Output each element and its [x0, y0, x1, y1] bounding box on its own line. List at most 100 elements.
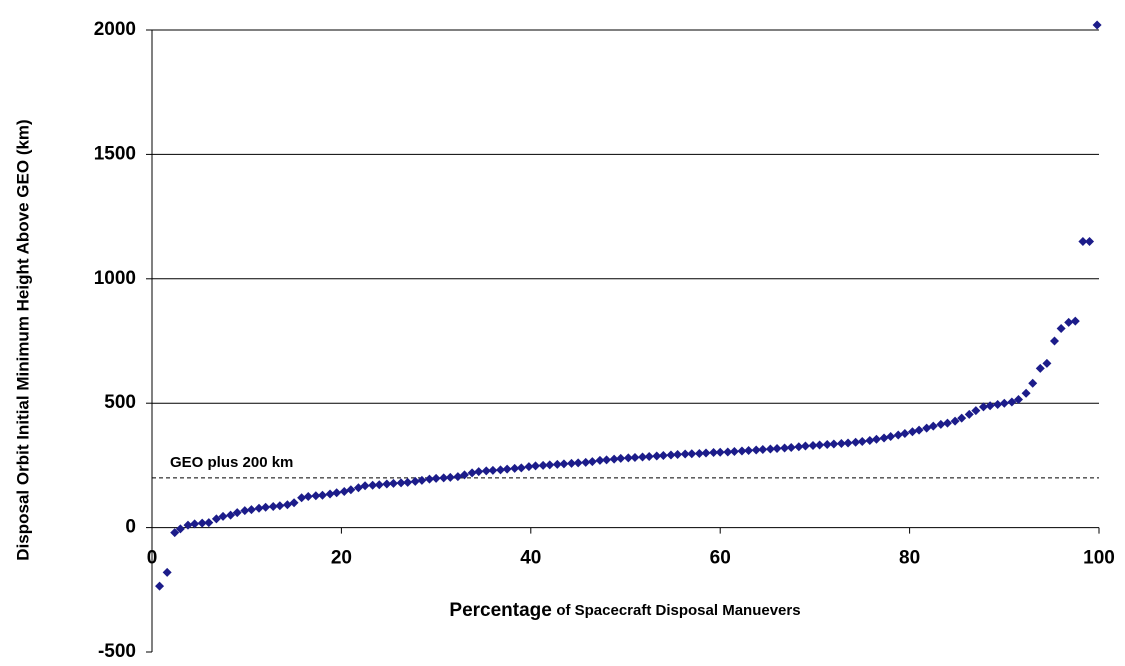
- data-point: [851, 437, 861, 447]
- data-point: [865, 436, 875, 446]
- data-point: [190, 519, 200, 529]
- data-point: [950, 416, 960, 426]
- data-point: [495, 465, 505, 475]
- y-tick-label: 0: [125, 517, 136, 538]
- x-tick-label: 80: [899, 548, 920, 569]
- data-point: [1007, 397, 1017, 407]
- data-point: [439, 473, 449, 483]
- y-tick-label: -500: [98, 641, 136, 662]
- data-point: [737, 446, 747, 456]
- data-point: [170, 528, 180, 538]
- data-point: [155, 581, 165, 591]
- data-point: [786, 442, 796, 452]
- data-point: [474, 467, 484, 477]
- x-tick-label: 20: [331, 548, 352, 569]
- y-tick-label: 1500: [94, 143, 136, 164]
- data-point: [715, 447, 725, 457]
- data-point: [581, 457, 591, 467]
- data-point: [431, 473, 441, 483]
- data-point: [1021, 388, 1031, 398]
- data-point: [1042, 358, 1052, 368]
- data-point: [317, 490, 327, 500]
- data-point: [382, 479, 392, 489]
- x-tick-label: 60: [710, 548, 731, 569]
- data-point: [957, 413, 967, 423]
- data-point: [623, 453, 633, 463]
- data-point: [325, 489, 335, 499]
- data-point: [808, 440, 818, 450]
- data-point: [424, 474, 434, 484]
- data-point: [246, 505, 256, 515]
- data-point: [254, 503, 264, 513]
- data-point: [836, 439, 846, 449]
- x-axis-label-main: Percentage: [449, 600, 551, 621]
- data-point: [360, 481, 370, 491]
- data-point: [531, 461, 541, 471]
- data-point: [673, 449, 683, 459]
- data-point: [353, 483, 363, 493]
- data-point: [573, 458, 583, 468]
- data-point: [268, 501, 278, 511]
- data-point: [751, 445, 761, 455]
- data-point: [226, 510, 236, 520]
- data-point: [744, 445, 754, 455]
- data-point: [311, 491, 321, 501]
- data-point: [936, 419, 946, 429]
- data-point: [644, 451, 654, 461]
- data-point: [410, 476, 420, 486]
- data-point: [993, 399, 1003, 409]
- data-point: [971, 406, 981, 416]
- data-point: [829, 439, 839, 449]
- data-point: [1028, 378, 1038, 388]
- data-point: [928, 421, 938, 431]
- data-point: [758, 444, 768, 454]
- data-point: [332, 488, 342, 498]
- data-point: [587, 457, 597, 467]
- y-tick-label: 2000: [94, 19, 136, 40]
- data-point: [346, 485, 356, 495]
- data-point: [297, 493, 307, 503]
- data-point: [666, 450, 676, 460]
- data-point: [687, 449, 697, 459]
- x-tick-label: 0: [147, 548, 158, 569]
- data-point: [822, 440, 832, 450]
- data-point: [282, 500, 292, 510]
- data-point: [765, 444, 775, 454]
- data-point: [524, 462, 534, 472]
- data-point: [780, 443, 790, 453]
- x-axis-label: Percentage of Spacecraft Disposal Manuev…: [449, 600, 800, 621]
- data-point: [261, 502, 271, 512]
- data-point: [922, 423, 932, 433]
- data-point: [232, 508, 242, 518]
- data-point: [772, 443, 782, 453]
- data-point: [388, 478, 398, 488]
- data-point: [289, 498, 299, 508]
- data-point: [680, 449, 690, 459]
- data-point: [800, 441, 810, 451]
- data-point: [218, 511, 228, 521]
- data-point: [488, 465, 498, 475]
- data-point: [1085, 236, 1095, 246]
- data-point: [658, 450, 668, 460]
- data-point: [559, 459, 569, 469]
- data-point: [368, 480, 378, 490]
- data-point: [417, 475, 427, 485]
- x-tick-label: 40: [520, 548, 541, 569]
- reference-label: GEO plus 200 km: [170, 454, 293, 471]
- data-point: [999, 398, 1009, 408]
- data-point: [510, 463, 520, 473]
- data-point: [275, 501, 285, 511]
- y-tick-label: 500: [104, 392, 136, 413]
- data-point: [843, 438, 853, 448]
- data-point: [183, 520, 193, 530]
- data-point: [1049, 336, 1059, 346]
- data-point: [552, 459, 562, 469]
- data-point: [175, 524, 185, 534]
- data-point: [303, 492, 313, 501]
- data-point: [602, 455, 612, 465]
- data-point: [630, 452, 640, 462]
- data-point: [1064, 317, 1074, 327]
- data-point: [871, 434, 881, 444]
- data-point: [609, 454, 619, 464]
- data-point: [445, 472, 455, 482]
